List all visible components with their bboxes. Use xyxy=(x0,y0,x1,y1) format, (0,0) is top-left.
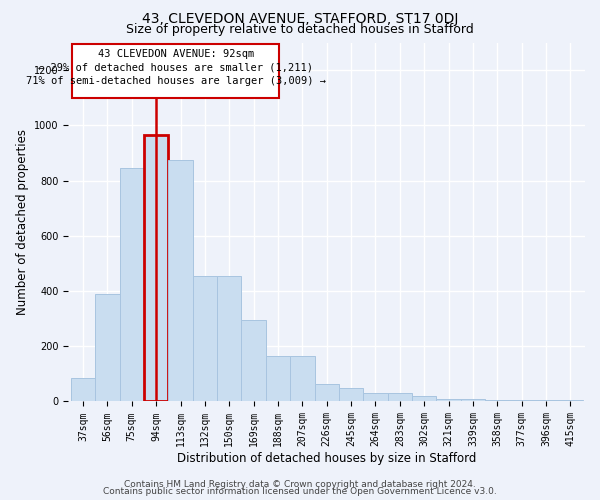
Bar xyxy=(193,276,217,402)
Bar xyxy=(95,294,119,402)
Bar xyxy=(509,400,534,402)
Text: 43, CLEVEDON AVENUE, STAFFORD, ST17 0DJ: 43, CLEVEDON AVENUE, STAFFORD, ST17 0DJ xyxy=(142,12,458,26)
Bar xyxy=(412,396,436,402)
X-axis label: Distribution of detached houses by size in Stafford: Distribution of detached houses by size … xyxy=(177,452,476,465)
FancyBboxPatch shape xyxy=(72,44,279,98)
Text: 71% of semi-detached houses are larger (3,009) →: 71% of semi-detached houses are larger (… xyxy=(26,76,326,86)
Bar xyxy=(266,356,290,402)
Bar xyxy=(217,276,241,402)
Bar xyxy=(144,135,169,402)
Y-axis label: Number of detached properties: Number of detached properties xyxy=(16,129,29,315)
Bar xyxy=(534,400,558,402)
Text: Size of property relative to detached houses in Stafford: Size of property relative to detached ho… xyxy=(126,22,474,36)
Bar xyxy=(388,393,412,402)
Bar xyxy=(314,384,339,402)
Bar xyxy=(558,400,583,402)
Text: ← 29% of detached houses are smaller (1,211): ← 29% of detached houses are smaller (1,… xyxy=(38,62,313,72)
Bar xyxy=(485,400,509,402)
Text: Contains public sector information licensed under the Open Government Licence v3: Contains public sector information licen… xyxy=(103,488,497,496)
Text: Contains HM Land Registry data © Crown copyright and database right 2024.: Contains HM Land Registry data © Crown c… xyxy=(124,480,476,489)
Bar xyxy=(363,393,388,402)
Bar xyxy=(461,400,485,402)
Bar xyxy=(436,398,461,402)
Text: 43 CLEVEDON AVENUE: 92sqm: 43 CLEVEDON AVENUE: 92sqm xyxy=(98,50,254,59)
Bar xyxy=(290,356,314,402)
Bar xyxy=(339,388,363,402)
Bar xyxy=(241,320,266,402)
Bar xyxy=(119,168,144,402)
Bar xyxy=(169,160,193,402)
Bar xyxy=(71,378,95,402)
